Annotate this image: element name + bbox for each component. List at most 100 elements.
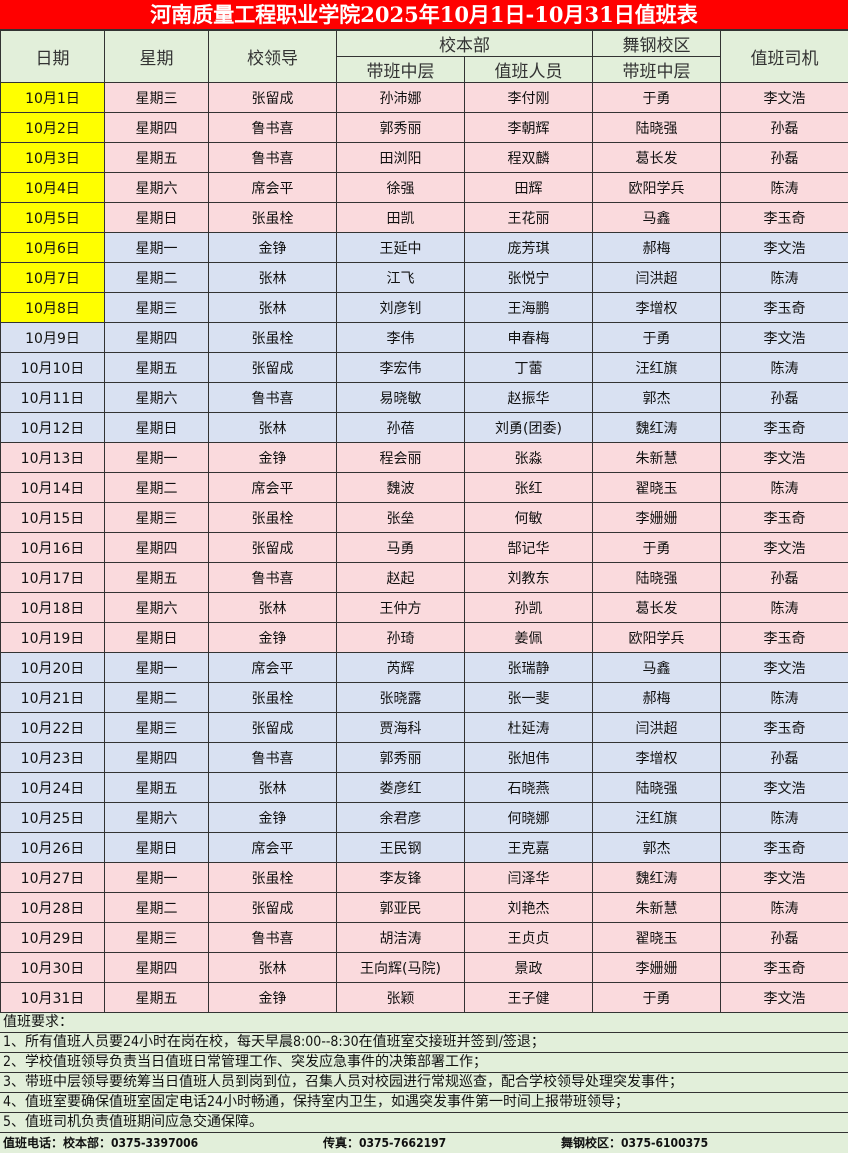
cell-main-staff: 郜记华 [465,533,593,563]
cell-weekday: 星期三 [105,923,209,953]
cell-main-mid: 郭秀丽 [337,743,465,773]
table-row: 10月16日星期四张留成马勇郜记华于勇李文浩 [1,533,848,563]
cell-leader: 张留成 [209,353,337,383]
cell-wugang-mid: 李增权 [593,743,721,773]
cell-wugang-mid: 翟晓玉 [593,473,721,503]
cell-main-mid: 田浏阳 [337,143,465,173]
table-row: 10月19日星期日金铮孙琦姜佩欧阳学兵李玉奇 [1,623,848,653]
table-row: 10月9日星期四张虽栓李伟申春梅于勇李文浩 [1,323,848,353]
cell-driver: 陈涛 [721,473,848,503]
header-wugang-campus: 舞钢校区 [593,31,721,57]
cell-main-staff: 赵振华 [465,383,593,413]
table-row: 10月13日星期一金铮程会丽张淼朱新慧李文浩 [1,443,848,473]
cell-date: 10月10日 [1,353,105,383]
cell-weekday: 星期六 [105,803,209,833]
cell-weekday: 星期二 [105,473,209,503]
table-row: 10月14日星期二席会平魏波张红翟晓玉陈涛 [1,473,848,503]
table-row: 10月4日星期六席会平徐强田辉欧阳学兵陈涛 [1,173,848,203]
cell-weekday: 星期日 [105,413,209,443]
main-phone: 值班电话：校本部：0375-3397006 [3,1133,323,1153]
cell-driver: 李玉奇 [721,293,848,323]
cell-date: 10月16日 [1,533,105,563]
cell-leader: 张留成 [209,83,337,113]
cell-main-mid: 王仲方 [337,593,465,623]
cell-main-mid: 孙蓓 [337,413,465,443]
table-row: 10月6日星期一金铮王延中庞芳琪郝梅李文浩 [1,233,848,263]
table-row: 10月2日星期四鲁书喜郭秀丽李朝辉陆晓强孙磊 [1,113,848,143]
cell-leader: 鲁书喜 [209,143,337,173]
cell-leader: 金铮 [209,443,337,473]
cell-weekday: 星期一 [105,443,209,473]
cell-weekday: 星期五 [105,563,209,593]
cell-driver: 孙磊 [721,563,848,593]
cell-date: 10月4日 [1,173,105,203]
cell-leader: 鲁书喜 [209,563,337,593]
cell-main-staff: 何敏 [465,503,593,533]
table-row: 10月30日星期四张林王向辉(马院)景政李姗姗李玉奇 [1,953,848,983]
cell-date: 10月27日 [1,863,105,893]
cell-main-mid: 贾海科 [337,713,465,743]
header-main-staff: 值班人员 [465,57,593,83]
cell-leader: 张林 [209,773,337,803]
table-row: 10月21日星期二张虽栓张晓露张一斐郝梅陈涛 [1,683,848,713]
table-row: 10月7日星期二张林江飞张悦宁闫洪超陈涛 [1,263,848,293]
cell-driver: 李玉奇 [721,203,848,233]
cell-weekday: 星期六 [105,383,209,413]
cell-main-staff: 张红 [465,473,593,503]
phone-row: 值班电话：校本部：0375-3397006 传真：0375-7662197 舞钢… [0,1133,848,1153]
cell-driver: 孙磊 [721,113,848,143]
cell-main-staff: 申春梅 [465,323,593,353]
cell-wugang-mid: 陆晓强 [593,773,721,803]
cell-date: 10月30日 [1,953,105,983]
table-row: 10月27日星期一张虽栓李友锋闫泽华魏红涛李文浩 [1,863,848,893]
cell-main-staff: 刘教东 [465,563,593,593]
cell-date: 10月25日 [1,803,105,833]
cell-leader: 席会平 [209,473,337,503]
cell-weekday: 星期五 [105,143,209,173]
wugang-phone: 舞钢校区：0375-6100375 [561,1133,708,1153]
duty-table: 日期 星期 校领导 校本部 舞钢校区 值班司机 带班中层 值班人员 带班中层 1… [0,30,848,1013]
cell-date: 10月6日 [1,233,105,263]
cell-date: 10月31日 [1,983,105,1013]
cell-main-mid: 张颖 [337,983,465,1013]
cell-wugang-mid: 葛长发 [593,593,721,623]
cell-leader: 金铮 [209,983,337,1013]
cell-date: 10月9日 [1,323,105,353]
cell-leader: 张虽栓 [209,203,337,233]
cell-driver: 陈涛 [721,893,848,923]
cell-weekday: 星期二 [105,683,209,713]
table-row: 10月26日星期日席会平王民钢王克嘉郭杰李玉奇 [1,833,848,863]
cell-main-staff: 王花丽 [465,203,593,233]
cell-date: 10月1日 [1,83,105,113]
cell-wugang-mid: 魏红涛 [593,863,721,893]
cell-weekday: 星期日 [105,833,209,863]
cell-wugang-mid: 于勇 [593,323,721,353]
cell-main-staff: 王克嘉 [465,833,593,863]
cell-wugang-mid: 欧阳学兵 [593,623,721,653]
table-row: 10月15日星期三张虽栓张垒何敏李姗姗李玉奇 [1,503,848,533]
cell-driver: 陈涛 [721,173,848,203]
cell-main-mid: 田凯 [337,203,465,233]
cell-driver: 李文浩 [721,773,848,803]
cell-main-mid: 王向辉(马院) [337,953,465,983]
cell-date: 10月26日 [1,833,105,863]
cell-main-mid: 郭亚民 [337,893,465,923]
cell-wugang-mid: 于勇 [593,83,721,113]
cell-driver: 李文浩 [721,533,848,563]
cell-main-mid: 王民钢 [337,833,465,863]
cell-driver: 孙磊 [721,923,848,953]
cell-driver: 李文浩 [721,443,848,473]
cell-main-staff: 张瑞静 [465,653,593,683]
cell-weekday: 星期四 [105,113,209,143]
table-row: 10月25日星期六金铮余君彦何晓娜汪红旗陈涛 [1,803,848,833]
cell-wugang-mid: 朱新慧 [593,443,721,473]
cell-date: 10月19日 [1,623,105,653]
fax-phone: 传真：0375-7662197 [323,1133,561,1153]
table-row: 10月24日星期五张林娄彦红石晓燕陆晓强李文浩 [1,773,848,803]
cell-driver: 陈涛 [721,803,848,833]
cell-main-staff: 张一斐 [465,683,593,713]
cell-leader: 张虽栓 [209,323,337,353]
note-item: 5、值班司机负责值班期间应急交通保障。 [0,1113,848,1133]
note-item: 1、所有值班人员要24小时在岗在校，每天早晨8:00--8:30在值班室交接班并… [0,1033,848,1053]
duty-notes: 值班要求： 1、所有值班人员要24小时在岗在校，每天早晨8:00--8:30在值… [0,1013,848,1153]
